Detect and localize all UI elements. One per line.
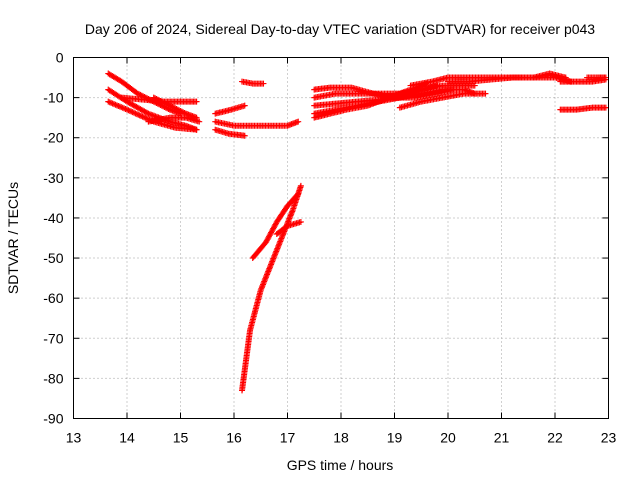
data-point bbox=[160, 99, 167, 106]
x-tick-label: 22 bbox=[547, 430, 563, 446]
axis-ticks: 13 14 15 16 17 18 19 20 21 22 23 0 -10 -20 -30 -40 -50 -6… bbox=[43, 50, 616, 446]
y-tick-label: -60 bbox=[43, 290, 63, 306]
data-point bbox=[158, 98, 165, 105]
series-track-7 bbox=[212, 126, 248, 139]
data-point bbox=[260, 80, 267, 87]
data-point bbox=[471, 82, 478, 89]
data-point bbox=[193, 126, 200, 133]
y-tick-label: -70 bbox=[43, 330, 63, 346]
series-track-11 bbox=[239, 182, 304, 394]
series-track-8 bbox=[212, 102, 248, 117]
y-tick-label: -20 bbox=[43, 130, 63, 146]
data-point bbox=[134, 90, 141, 97]
series-track-23 bbox=[557, 104, 609, 113]
series-track-18 bbox=[311, 80, 430, 121]
x-tick-label: 14 bbox=[119, 430, 135, 446]
series-track-12 bbox=[249, 190, 302, 262]
data-point bbox=[168, 103, 175, 110]
data-point bbox=[165, 101, 172, 108]
data-point bbox=[294, 191, 301, 198]
x-tick-label: 16 bbox=[226, 430, 242, 446]
data-point bbox=[162, 100, 169, 107]
data-point bbox=[602, 104, 609, 111]
series-track-10 bbox=[239, 78, 267, 87]
data-point bbox=[283, 223, 290, 230]
data-point bbox=[169, 103, 176, 110]
data-point bbox=[161, 99, 168, 106]
series-track-19 bbox=[396, 90, 489, 111]
y-tick-label: -30 bbox=[43, 170, 63, 186]
data-point bbox=[434, 82, 441, 89]
data-point bbox=[154, 96, 161, 103]
data-point bbox=[602, 74, 609, 81]
data-point bbox=[172, 105, 179, 112]
data-point bbox=[178, 108, 185, 115]
data-point bbox=[241, 102, 248, 109]
y-tick-label: -90 bbox=[43, 411, 63, 427]
x-tick-label: 18 bbox=[333, 430, 349, 446]
y-tick-label: -10 bbox=[43, 90, 63, 106]
y-tick-label: -40 bbox=[43, 210, 63, 226]
x-tick-label: 13 bbox=[66, 430, 82, 446]
data-point bbox=[166, 102, 173, 109]
chart-title: Day 206 of 2024, Sidereal Day-to-day VTE… bbox=[85, 21, 595, 37]
series-track-6 bbox=[145, 114, 203, 125]
series-track-21 bbox=[445, 70, 569, 85]
data-point bbox=[176, 107, 183, 114]
data-point bbox=[174, 106, 181, 113]
data-point bbox=[177, 107, 184, 114]
series-track-24 bbox=[584, 74, 609, 81]
data-point bbox=[196, 118, 203, 125]
data-point bbox=[482, 90, 489, 97]
y-tick-label: -50 bbox=[43, 250, 63, 266]
x-tick-label: 15 bbox=[173, 430, 189, 446]
data-point bbox=[173, 105, 180, 112]
data-point bbox=[241, 132, 248, 139]
data-point bbox=[180, 109, 187, 116]
data-point bbox=[297, 182, 304, 189]
data-point bbox=[152, 95, 159, 102]
data-point bbox=[295, 190, 302, 197]
data-point bbox=[144, 109, 151, 116]
x-axis-label: GPS time / hours bbox=[287, 457, 394, 473]
series-track-13 bbox=[273, 218, 304, 237]
x-tick-label: 17 bbox=[280, 430, 296, 446]
series-track-9 bbox=[212, 118, 302, 129]
data-point bbox=[157, 97, 164, 104]
data-point bbox=[153, 95, 160, 102]
data-point bbox=[295, 118, 302, 125]
data-point bbox=[156, 97, 163, 104]
data-point bbox=[150, 94, 157, 101]
data-point bbox=[193, 98, 200, 105]
data-point bbox=[170, 104, 177, 111]
x-tick-label: 19 bbox=[387, 430, 403, 446]
y-tick-label: 0 bbox=[56, 50, 64, 66]
x-tick-label: 21 bbox=[494, 430, 510, 446]
x-tick-label: 20 bbox=[440, 430, 456, 446]
data-points bbox=[105, 70, 609, 394]
x-tick-label: 23 bbox=[601, 430, 617, 446]
data-point bbox=[164, 101, 171, 108]
y-tick-label: -80 bbox=[43, 370, 63, 386]
y-axis-label: SDTVAR / TECUs bbox=[5, 182, 21, 294]
data-point bbox=[297, 218, 304, 225]
